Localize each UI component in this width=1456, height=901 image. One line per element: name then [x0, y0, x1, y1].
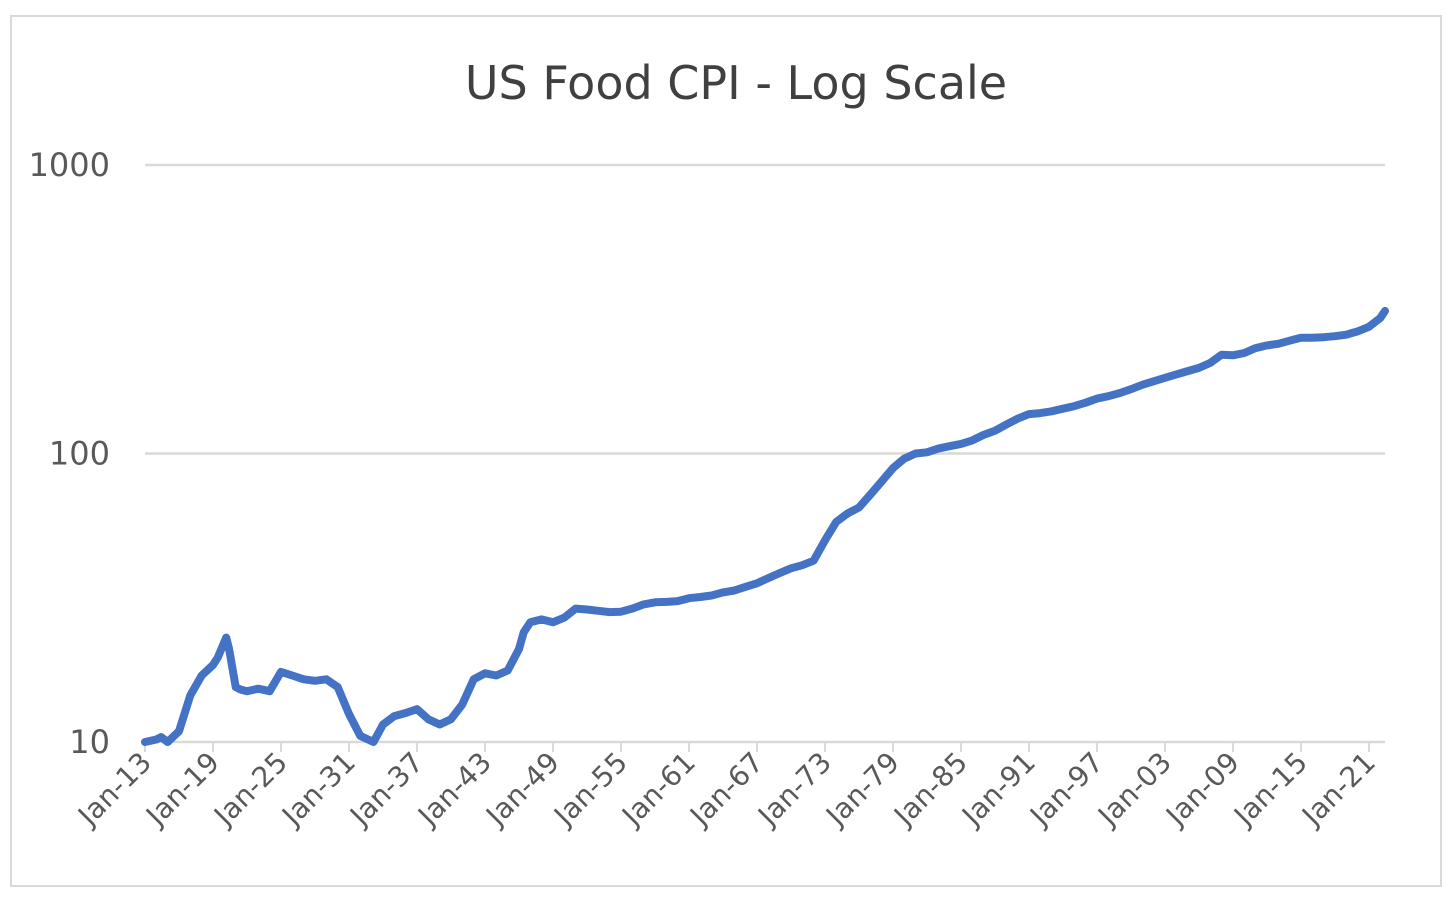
- x-tick-label: Jan-09: [1158, 746, 1246, 834]
- series-line-food-cpi: [141, 306, 1389, 746]
- x-tick-label: Jan-37: [342, 746, 430, 834]
- x-tick-label: Jan-67: [682, 746, 770, 834]
- series-layer: [141, 306, 1389, 746]
- x-tick-label: Jan-61: [614, 746, 702, 834]
- y-tick-label: 10: [69, 723, 110, 761]
- x-tick-label: Jan-91: [954, 746, 1042, 834]
- x-tick-label: Jan-79: [818, 746, 906, 834]
- gridlines: [145, 163, 1385, 455]
- x-tick-label: Jan-25: [206, 746, 294, 834]
- x-tick-label: Jan-73: [750, 746, 838, 834]
- x-tick-label: Jan-85: [886, 746, 974, 834]
- x-tick-label: Jan-21: [1294, 746, 1382, 834]
- chart-title: US Food CPI - Log Scale: [465, 56, 1007, 110]
- x-tick-label: Jan-15: [1226, 746, 1314, 834]
- y-axis-ticks: 10 100 1000: [29, 146, 110, 761]
- y-tick-label: 100: [49, 435, 110, 473]
- x-tick-label: Jan-19: [138, 746, 226, 834]
- x-tick-label: Jan-03: [1090, 746, 1178, 834]
- x-axis-tick-labels: Jan-13Jan-19Jan-25Jan-31Jan-37Jan-43Jan-…: [70, 746, 1382, 834]
- x-axis: [144, 740, 1385, 752]
- x-tick-label: Jan-43: [410, 746, 498, 834]
- chart-svg: US Food CPI - Log Scale 10 100 1000 Jan-13…: [29, 56, 1389, 834]
- chart-frame: US Food CPI - Log Scale 10 100 1000 Jan-13…: [10, 15, 1442, 887]
- x-tick-label: Jan-31: [274, 746, 362, 834]
- x-tick-label: Jan-55: [546, 746, 634, 834]
- x-tick-label: Jan-97: [1022, 746, 1110, 834]
- x-tick-label: Jan-49: [478, 746, 566, 834]
- y-tick-label: 1000: [29, 146, 110, 184]
